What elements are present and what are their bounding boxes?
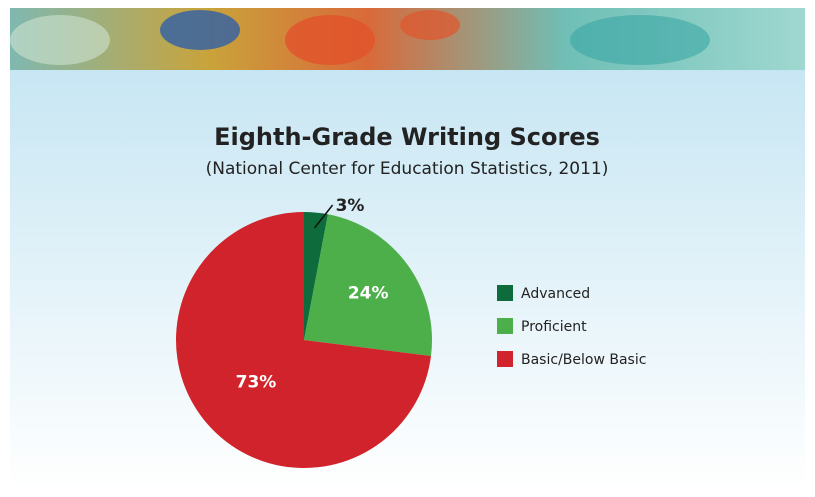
data-label: 3% [336, 196, 365, 216]
chart: Eighth-Grade Writing Scores (National Ce… [0, 0, 815, 497]
legend-swatch [497, 285, 513, 301]
legend-swatch [497, 351, 513, 367]
legend-label: Basic/Below Basic [521, 352, 646, 368]
page: Eighth-Grade Writing Scores (National Ce… [0, 0, 815, 497]
chart-title: Eighth-Grade Writing Scores [214, 123, 600, 151]
data-label: 24% [348, 283, 389, 303]
legend-swatch [497, 318, 513, 334]
legend-label: Advanced [521, 286, 590, 302]
data-label: 73% [236, 372, 277, 392]
banner [10, 8, 805, 70]
legend-label: Proficient [521, 319, 587, 335]
chart-subtitle: (National Center for Education Statistic… [206, 159, 609, 179]
